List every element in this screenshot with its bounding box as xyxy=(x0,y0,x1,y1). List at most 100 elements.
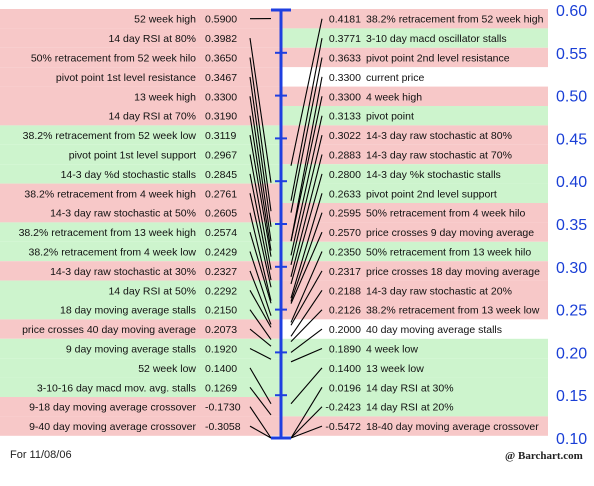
right-connector-line xyxy=(290,37,323,201)
right-connector-line xyxy=(290,387,323,439)
left-row-label: 52 week high xyxy=(134,14,196,26)
left-row-value: 0.2429 xyxy=(205,247,237,259)
left-connector-line xyxy=(249,231,272,304)
right-row-value: 0.2633 xyxy=(329,188,361,200)
right-row-label: pivot point 2nd level resistance xyxy=(366,53,510,65)
axis-tick-label: 0.10 xyxy=(556,431,587,448)
left-row-label: 14 day RSI at 50% xyxy=(108,285,196,297)
left-row-label: 38.2% retracement from 52 week low xyxy=(23,130,197,142)
left-row-label: 50% retracement from 52 week hilo xyxy=(31,53,196,65)
price-axis xyxy=(271,8,291,440)
right-row-value: 0.2883 xyxy=(329,150,361,162)
axis-tick-label: 0.30 xyxy=(556,260,587,277)
right-row-bg xyxy=(281,86,548,106)
footer-credit: @ Barchart.com xyxy=(505,450,583,462)
left-row-value: 0.2761 xyxy=(205,188,237,200)
left-row-value: 0.3119 xyxy=(205,130,236,142)
left-row-value: 0.1269 xyxy=(205,382,237,394)
left-row-value: 0.2073 xyxy=(205,324,237,336)
left-row-bg xyxy=(0,144,280,165)
left-row-value: 0.3467 xyxy=(205,72,237,84)
left-row-value: 0.2574 xyxy=(205,227,237,239)
left-row-label: 14 day RSI at 80% xyxy=(108,33,196,45)
right-connector-line xyxy=(290,76,323,242)
left-row-label: 14-3 day %d stochastic stalls xyxy=(61,169,196,181)
right-row-bg xyxy=(281,338,548,359)
left-row-value: 0.1400 xyxy=(205,363,237,375)
axis-tick-label: 0.55 xyxy=(556,46,587,63)
right-row-bg xyxy=(281,222,548,242)
right-row-value: 0.0196 xyxy=(329,382,361,394)
left-connector-line xyxy=(249,309,272,340)
left-row-bg xyxy=(0,183,280,203)
left-row-label: 9-18 day moving average crossover xyxy=(29,402,196,414)
right-row-value: 0.2188 xyxy=(329,285,361,297)
right-row-label: 18-40 day moving average crossover xyxy=(366,421,539,433)
left-row-value: 0.2605 xyxy=(205,208,237,220)
right-row-label: 13 week low xyxy=(366,363,424,375)
right-connector-line xyxy=(290,173,323,285)
right-row-bg xyxy=(281,280,548,300)
axis-tick-label: 0.35 xyxy=(556,217,587,234)
left-row-label: 52 week low xyxy=(138,363,196,375)
right-row-bg xyxy=(281,183,548,203)
right-connector-line xyxy=(290,134,323,266)
right-row-label: 4 week high xyxy=(366,91,422,103)
left-connector-line xyxy=(249,193,272,288)
right-row-bg xyxy=(281,397,548,417)
left-row-value: 0.3300 xyxy=(205,91,237,103)
right-row-label: 38.2% retracement from 52 week high xyxy=(366,14,544,26)
left-row-label: pivot point 1st level resistance xyxy=(56,72,196,84)
left-connector-line xyxy=(249,154,272,270)
left-row-bg xyxy=(0,28,280,48)
right-connector-line xyxy=(290,406,323,439)
right-row-bg xyxy=(281,319,548,339)
left-row-value: 0.3982 xyxy=(205,33,237,45)
left-row-value: -0.3058 xyxy=(205,421,241,433)
left-row-bg xyxy=(0,241,280,262)
right-row-value: 0.2000 xyxy=(329,324,361,336)
left-row-label: price crosses 40 day moving average xyxy=(22,324,196,336)
right-row-value: 0.2126 xyxy=(329,305,361,317)
left-connector-line xyxy=(249,135,272,257)
right-row-value: 0.3300 xyxy=(329,72,361,84)
left-indicator-rows: 52 week high 0.5900 14 day RSI at 80% 0.398… xyxy=(0,9,280,436)
right-row-label: 3-10 day macd oscillator stalls xyxy=(366,33,507,45)
right-row-bg xyxy=(281,106,548,126)
right-row-bg xyxy=(281,47,548,68)
right-connector-line xyxy=(290,367,323,405)
left-connector-line xyxy=(249,173,272,281)
left-row-value: 0.2150 xyxy=(205,305,237,317)
left-row-label: 38.2% retracement from 4 week low xyxy=(29,247,197,259)
right-row-label: 14 day RSI at 20% xyxy=(366,402,454,414)
left-connector-line xyxy=(249,115,272,251)
right-row-bg xyxy=(281,28,548,48)
left-row-label: 18 day moving average stalls xyxy=(60,305,196,317)
right-row-bg xyxy=(281,9,548,29)
left-row-bg xyxy=(0,416,280,436)
left-row-label: 13 week high xyxy=(134,91,196,103)
left-connector-line xyxy=(249,290,272,328)
right-connector-line xyxy=(290,251,323,323)
right-row-bg xyxy=(281,358,548,378)
right-row-bg xyxy=(281,203,548,223)
left-row-bg xyxy=(0,280,280,300)
left-connector-line xyxy=(249,406,272,439)
left-connector-line xyxy=(249,367,272,405)
left-connector-line xyxy=(249,76,272,227)
left-connector-line xyxy=(249,270,272,325)
left-row-value: -0.1730 xyxy=(205,402,241,414)
left-connector-line xyxy=(249,212,272,301)
left-row-bg xyxy=(0,86,280,106)
left-row-bg xyxy=(0,125,280,145)
left-row-bg xyxy=(0,300,280,320)
right-row-label: pivot point 2nd level support xyxy=(366,188,497,200)
left-row-bg xyxy=(0,9,280,29)
left-row-value: 0.2292 xyxy=(205,285,237,297)
right-connector-line xyxy=(290,57,323,213)
right-row-label: current price xyxy=(366,72,425,84)
right-row-label: 14-3 day raw stochastic at 70% xyxy=(366,150,512,162)
right-connector-line xyxy=(290,212,323,302)
right-indicator-rows: 0.4181 38.2% retracement from 52 week hig… xyxy=(281,9,548,436)
right-row-label: 50% retracement from 13 week hilo xyxy=(366,247,531,259)
